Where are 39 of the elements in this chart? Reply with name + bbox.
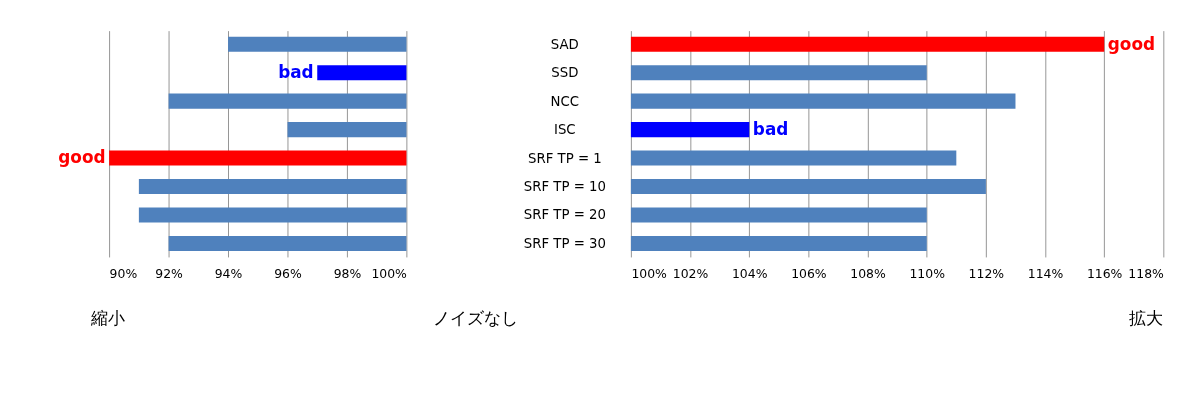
x-tick-label: 116%: [1086, 265, 1123, 281]
x-tick-label: 110%: [909, 265, 946, 281]
x-tick-label: 102%: [672, 265, 709, 281]
x-tick-label: 108%: [850, 265, 886, 281]
bar: [630, 36, 1105, 52]
x-tick-label: 106%: [791, 265, 827, 281]
annotation: good: [58, 147, 106, 168]
bar: [630, 235, 927, 251]
y-tick-label: SRF TP = 30: [523, 235, 606, 251]
x-tick-label: 104%: [731, 265, 768, 281]
bar: [630, 65, 927, 81]
bar: [630, 150, 957, 166]
annotation: bad: [752, 118, 789, 139]
x-tick-label: 100%: [631, 265, 668, 281]
x-tick-label: 92%: [155, 265, 184, 281]
x-tick-label: 96%: [274, 265, 302, 281]
y-tick-label: SRF TP = 1: [527, 150, 602, 166]
y-tick-label: SRF TP = 10: [523, 178, 606, 194]
x-tick-label: 118%: [1128, 265, 1165, 281]
x-tick-label: 114%: [1027, 265, 1064, 281]
x-tick-label: 94%: [214, 265, 243, 281]
y-tick-label: SRF TP = 20: [523, 207, 606, 223]
bar: [630, 122, 750, 138]
bar: [630, 93, 1016, 109]
x-tick-label: 90%: [109, 265, 138, 281]
text: ノイズなし: [433, 307, 519, 328]
bar: [630, 207, 927, 223]
x-tick-label: 100%: [371, 265, 408, 281]
y-tick-label: NCC: [550, 93, 580, 109]
y-tick-label: SSD: [551, 65, 579, 81]
x-axis-title: 縮小: [90, 307, 126, 328]
x-tick-label: 98%: [333, 265, 362, 281]
y-tick-label: SAD: [550, 36, 579, 52]
annotation: bad: [278, 62, 314, 82]
bar: [630, 178, 986, 195]
x-tick-label: 112%: [968, 265, 1005, 281]
y-tick-label: ISC: [554, 122, 576, 138]
annotation: good: [1107, 33, 1156, 54]
x-axis-title: 拡大: [1129, 307, 1164, 328]
